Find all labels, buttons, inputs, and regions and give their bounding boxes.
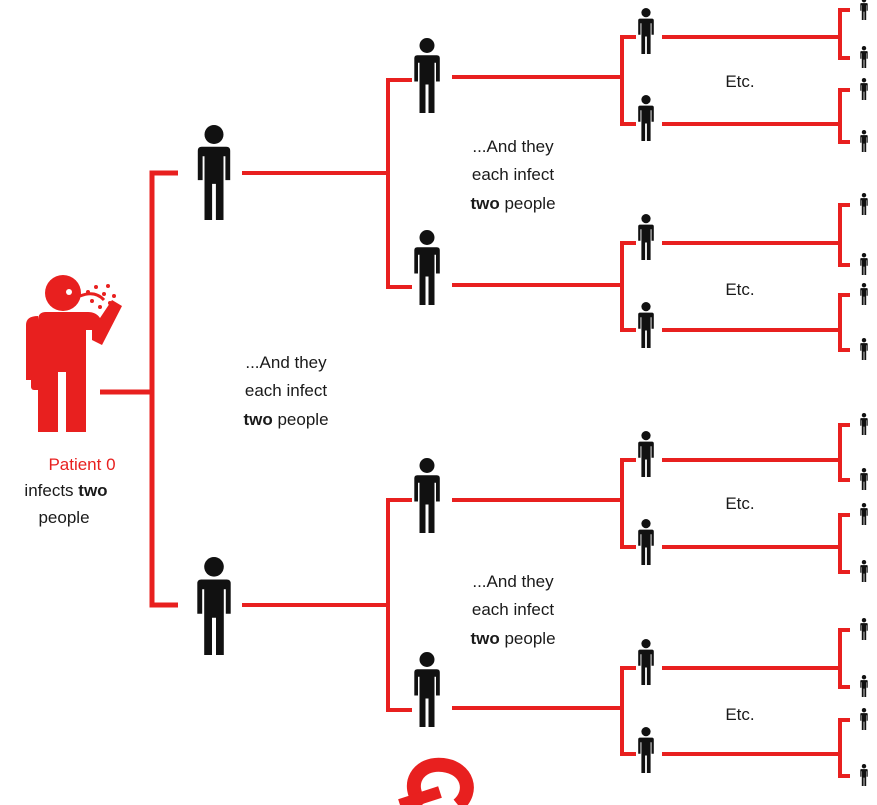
person-icon [638, 8, 654, 55]
person-icon [860, 468, 868, 490]
caption-middle-line2: each infect [245, 381, 327, 400]
etc-label-1: Etc. [725, 72, 754, 91]
person-icon [414, 38, 440, 113]
caption-middle-line3: two people [243, 410, 328, 429]
caption-upper-line1: ...And they [472, 137, 554, 156]
connector-lines [100, 8, 850, 778]
patient-label-line2: infects two [24, 481, 107, 500]
etc-label-2: Etc. [725, 280, 754, 299]
person-icon [638, 95, 654, 141]
etc-label-4: Etc. [725, 705, 754, 724]
person-icon [638, 639, 654, 685]
patient-zero-sneezing-icon [26, 275, 122, 432]
person-icon [860, 413, 868, 435]
person-icon [414, 458, 440, 533]
person-icon [638, 519, 654, 565]
person-icon [860, 560, 868, 582]
person-icon [860, 130, 868, 152]
etc-label-3: Etc. [725, 494, 754, 513]
patient-label-line1: Patient 0 [48, 455, 115, 474]
caption-lower-line1: ...And they [472, 572, 554, 591]
person-icon [860, 78, 868, 100]
caption-lower-line2: each infect [472, 600, 554, 619]
person-icon [638, 214, 654, 260]
caption-upper-line3: two people [470, 194, 555, 213]
person-icon [860, 0, 868, 20]
person-icon [860, 675, 868, 697]
caption-upper-two: two [470, 194, 499, 213]
person-icon [414, 230, 440, 305]
person-icon [860, 708, 868, 730]
caption-middle-people: people [273, 410, 329, 429]
speech-bubble-logo-icon [398, 757, 474, 805]
person-icon [860, 283, 868, 305]
person-icon [860, 46, 868, 68]
person-icon [860, 764, 868, 786]
caption-lower-people: people [500, 629, 556, 648]
caption-lower-line3: two people [470, 629, 555, 648]
caption-lower-two: two [470, 629, 499, 648]
person-icon [638, 302, 654, 348]
person-icon [638, 727, 654, 773]
caption-middle-two: two [243, 410, 272, 429]
caption-upper-people: people [500, 194, 556, 213]
person-icon [638, 431, 654, 477]
patient-label-line3: people [38, 508, 89, 527]
person-icon [860, 253, 868, 275]
person-icon [860, 618, 868, 640]
patient-label-two: two [78, 481, 107, 500]
person-icon [197, 125, 231, 220]
caption-upper-line2: each infect [472, 165, 554, 184]
person-icon [197, 557, 231, 655]
person-figures [197, 0, 868, 786]
person-icon [860, 338, 868, 360]
person-icon [414, 652, 440, 727]
patient-label-infects: infects [24, 481, 78, 500]
caption-middle-line1: ...And they [245, 353, 327, 372]
person-icon [860, 503, 868, 525]
person-icon [860, 193, 868, 215]
